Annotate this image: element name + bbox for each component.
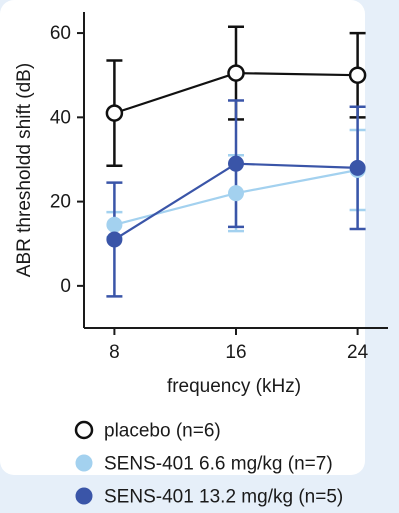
data-point — [106, 216, 123, 233]
legend-label: SENS-401 13.2 mg/kg (n=5) — [104, 487, 343, 508]
legend-label: placebo (n=6) — [104, 421, 221, 442]
y-tick-label: 0 — [60, 276, 71, 297]
y-tick-label: 40 — [50, 107, 71, 128]
x-tick-label: 24 — [347, 342, 369, 363]
data-point — [228, 185, 244, 202]
legend: placebo (n=6) SENS-401 6.6 mg/kg (n=7) SEN… — [74, 420, 343, 508]
y-tick-label: 20 — [50, 192, 71, 213]
x-tick-label: 16 — [225, 342, 246, 363]
data-point — [227, 64, 245, 82]
legend-marker — [74, 420, 94, 440]
data-point — [348, 66, 367, 84]
legend-label: SENS-401 6.6 mg/kg (n=7) — [104, 454, 333, 475]
y-axis-label: ABR thresholdd shift (dB) — [14, 63, 35, 277]
series-layer — [105, 25, 367, 298]
legend-marker — [75, 487, 93, 505]
chart-panel — [0, 0, 365, 475]
x-tick-label: 8 — [109, 342, 120, 363]
data-point — [105, 104, 124, 122]
y-tick-label: 60 — [50, 23, 71, 44]
x-axis-label: frequency (kHz) — [167, 376, 301, 397]
data-point — [228, 155, 244, 172]
axes: 0 20 40 60 8 16 24 — [50, 12, 388, 363]
data-point — [106, 231, 123, 248]
legend-marker — [75, 454, 93, 472]
data-point — [349, 159, 366, 176]
